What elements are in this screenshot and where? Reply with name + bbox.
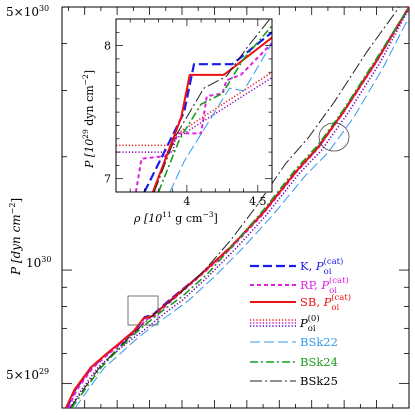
main-axis-ticks — [62, 6, 410, 408]
legend-entry-sb: SB, Poi(cat) — [250, 292, 351, 313]
legend-entry-p0: Poi(0) — [250, 313, 320, 334]
inset-series-line-rp — [134, 42, 272, 192]
inset-ytick-label: 8 — [104, 40, 111, 53]
inset-series-line-p0 — [116, 71, 272, 147]
legend-label: BSk22 — [300, 335, 338, 349]
ytick-exp: 29 — [39, 367, 49, 376]
zoom-box-marker — [127, 295, 159, 326]
inset-xlabel-close: ] — [214, 212, 218, 225]
inset-ylabel-close: ] — [83, 70, 96, 74]
ytick-mantissa: 5×10 — [6, 5, 39, 19]
series-line-sb — [64, 7, 409, 408]
main-ylabel: P [dyn cm−2] — [8, 198, 23, 276]
series-line-bsk25 — [69, 7, 400, 408]
ytick-mantissa: 10 — [26, 256, 41, 270]
ytick-mantissa: 5×10 — [6, 368, 39, 382]
inset-ylabel: P [1029 dyn cm−2] — [81, 70, 96, 169]
inset-frame — [115, 18, 273, 193]
legend-label: BSk25 — [300, 374, 338, 388]
inset-ytick-label: 7 — [104, 173, 111, 186]
legend-label: RP, Poi(cat) — [300, 275, 349, 296]
inset-series-group — [116, 19, 272, 192]
series-line-bsk22 — [74, 16, 409, 408]
main-series-group — [64, 7, 409, 408]
inset-axis-ticks — [116, 18, 273, 192]
inset-ylabel-tail: dyn cm — [83, 85, 96, 129]
inset-tick-labels: 4 4.5 7 8 — [104, 40, 267, 208]
legend-label: Poi(0) — [299, 313, 320, 334]
series-line-bsk24 — [71, 7, 409, 408]
main-ytick-labels: 5×1030 1030 5×1029 — [6, 4, 51, 382]
ytick-label-1e30: 1030 — [26, 255, 51, 270]
inset-series-line-bsk22 — [169, 42, 272, 192]
inset-xlabel-text: ρ [10 — [133, 212, 162, 225]
legend-entry-bsk22: BSk22 — [250, 335, 338, 349]
ytick-exp: 30 — [39, 4, 49, 13]
ytick-label-5e30: 5×1030 — [6, 4, 49, 19]
legend-label: SB, Poi(cat) — [300, 292, 351, 313]
ytick-exp: 30 — [41, 255, 51, 264]
inset-series-line-sb — [151, 36, 272, 192]
ylabel-text: P [dyn cm — [9, 214, 23, 276]
ylabel-close: ] — [9, 198, 23, 203]
legend-label: BSk24 — [300, 355, 338, 369]
inset-xtick-label: 4 — [183, 195, 190, 208]
inset-ylabel-exp: 29 — [81, 129, 90, 139]
inset-series-line-k — [143, 31, 272, 192]
legend: K, Poi(cat) RP, Poi(cat) SB, Poi(cat) Po… — [250, 256, 351, 388]
inset-xlabel-exp: 11 — [162, 210, 172, 219]
series-line-p0 — [69, 8, 409, 408]
inset-xlabel: ρ [1011 g cm−3] — [133, 210, 218, 225]
main-plot-frame — [61, 6, 410, 409]
zoom-circle-marker — [318, 122, 350, 152]
legend-entry-k: K, Poi(cat) — [250, 256, 343, 277]
inset-xlabel-tail: g cm — [172, 212, 203, 225]
ylabel-exp: −2 — [8, 203, 17, 215]
inset-xlabel-tail-exp: −3 — [202, 210, 213, 219]
legend-entry-rp: RP, Poi(cat) — [250, 275, 349, 296]
inset-ylabel-tail-exp: −2 — [81, 74, 90, 85]
ytick-label-5e29: 5×1029 — [6, 367, 49, 382]
inset-ylabel-text: P [10 — [83, 139, 96, 169]
inset-xtick-label: 4.5 — [249, 195, 267, 208]
legend-entry-bsk25: BSk25 — [250, 374, 338, 388]
inset-series-line-bsk25 — [153, 19, 271, 192]
legend-entry-bsk24: BSk24 — [250, 355, 338, 369]
legend-label: K, Poi(cat) — [300, 256, 343, 277]
